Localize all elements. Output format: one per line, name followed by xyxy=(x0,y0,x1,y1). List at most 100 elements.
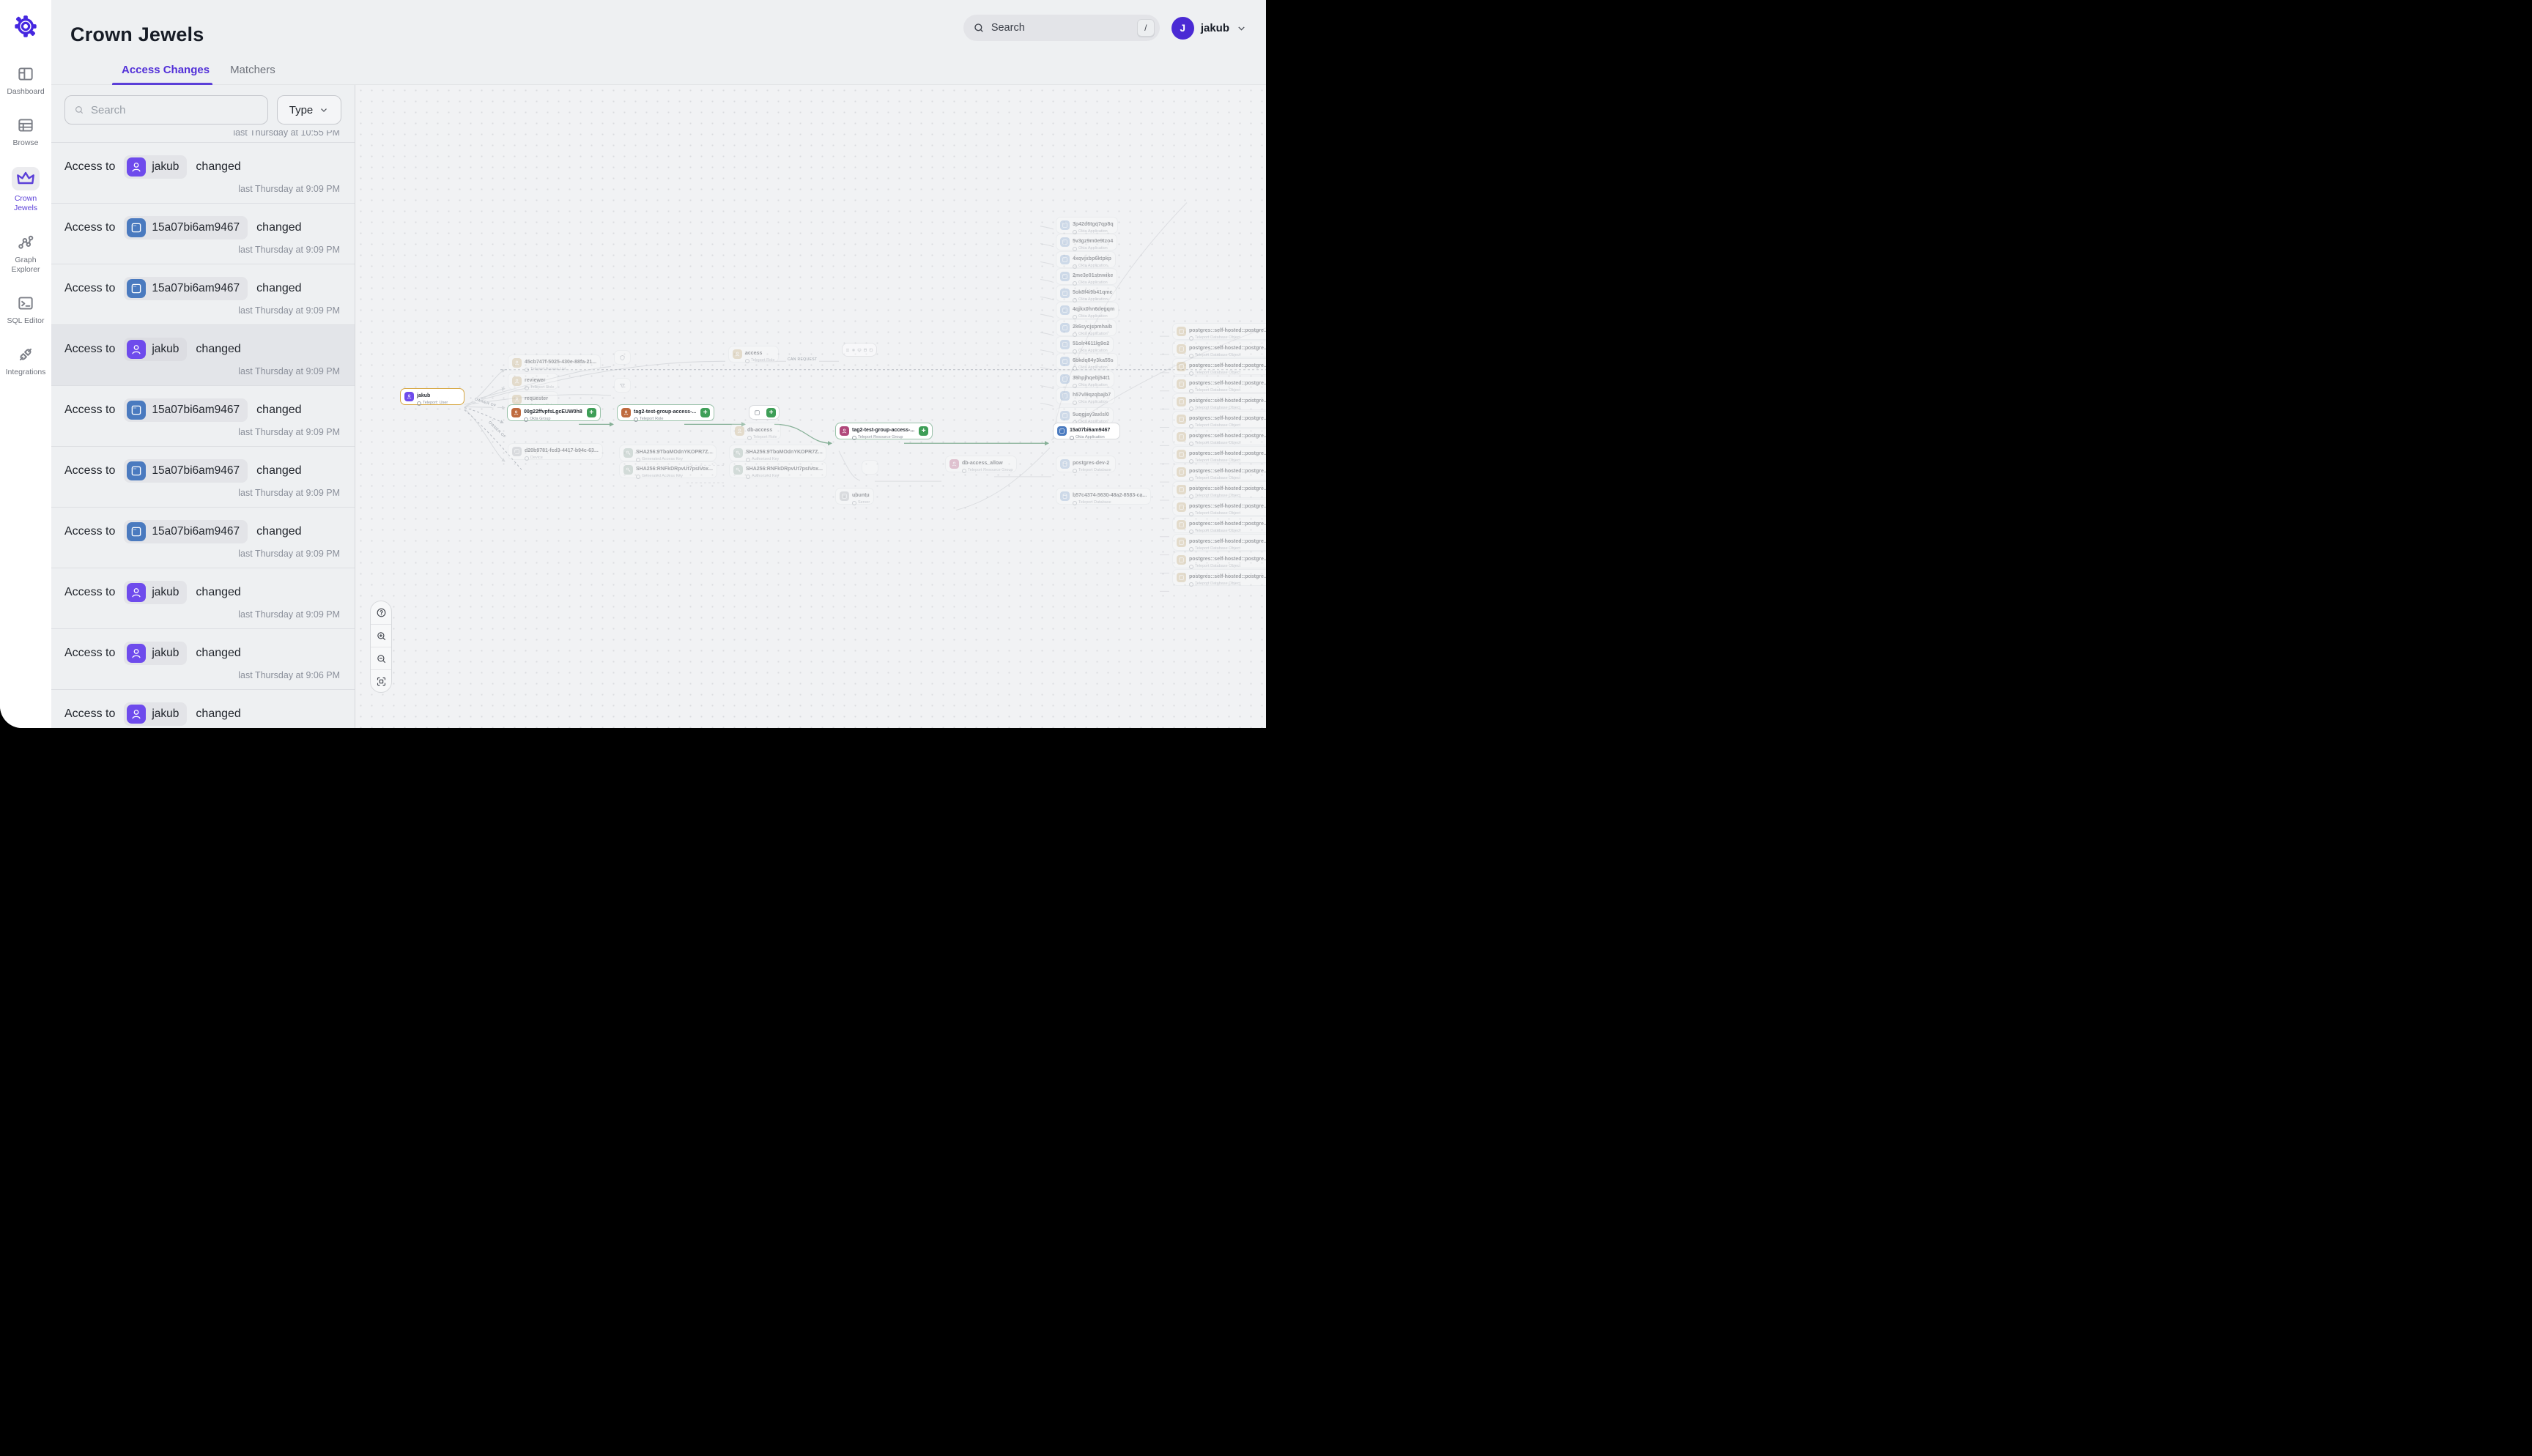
subject-chip[interactable]: jakub xyxy=(124,155,188,179)
global-search-input[interactable]: Search / xyxy=(963,15,1160,41)
graph-junction-node[interactable] xyxy=(862,460,878,475)
expand-plus-button[interactable]: + xyxy=(700,408,711,417)
graph-node[interactable]: 4xqvjxbp6ktpkp Okta Application xyxy=(1056,251,1116,268)
zoom-out-button[interactable] xyxy=(371,647,391,669)
help-button[interactable] xyxy=(371,601,391,624)
access-graph-canvas[interactable]: OWNER OF OWNER OF CAN REQUEST jakub Tele… xyxy=(355,85,1266,728)
subject-name: 15a07bi6am9467 xyxy=(152,221,240,234)
graph-node[interactable]: 00g22ffvpfsLgcEUW0h8 Okta Group + xyxy=(507,404,601,421)
list-search-input[interactable]: Search xyxy=(64,95,268,125)
graph-node[interactable]: postgres::self-hosted::postgre... Telepo… xyxy=(1172,481,1266,498)
graph-node[interactable]: ubuntu Server xyxy=(835,488,875,505)
graph-node[interactable]: 45cb747f-5025-430e-88fa-21... Teleport A… xyxy=(508,354,601,371)
graph-node[interactable]: d20b9781-fcd3-4417-b94c-63... Device xyxy=(508,443,603,460)
graph-node[interactable]: access Teleport Role xyxy=(728,346,780,363)
graph-node[interactable]: postgres::self-hosted::postgre... Telepo… xyxy=(1172,358,1266,375)
graph-node[interactable]: postgres::self-hosted::postgre... Telepo… xyxy=(1172,464,1266,480)
zoom-in-button[interactable] xyxy=(371,624,391,647)
chevron-down-icon xyxy=(1236,23,1247,34)
sidebar-item-crown-jewels[interactable]: Crown Jewels xyxy=(2,167,49,213)
list-icon[interactable] xyxy=(845,348,850,352)
fit-view-button[interactable] xyxy=(371,669,391,692)
subject-chip[interactable]: 15a07bi6am9467 xyxy=(124,520,248,543)
subject-chip[interactable]: jakub xyxy=(124,338,188,361)
subject-chip[interactable]: 15a07bi6am9467 xyxy=(124,277,248,300)
graph-node[interactable]: postgres::self-hosted::postgre... Telepo… xyxy=(1172,411,1266,428)
graph-node[interactable]: tag2-test-group-access-... Teleport Reso… xyxy=(835,423,933,439)
sidebar-item-dashboard[interactable]: Dashboard xyxy=(2,64,49,97)
subject-chip[interactable]: jakub xyxy=(124,702,188,726)
access-change-row[interactable]: Access to jakub changed last Thursday at… xyxy=(51,628,355,689)
sidebar-item-integrations[interactable]: Integrations xyxy=(2,345,49,377)
graph-node[interactable]: 2me3e01stnwike Okta Application xyxy=(1056,268,1118,285)
expand-plus-button[interactable]: + xyxy=(919,426,929,436)
database-icon[interactable] xyxy=(863,348,867,352)
graph-junction-node[interactable] xyxy=(614,350,631,365)
graph-node[interactable]: postgres::self-hosted::postgre... Telepo… xyxy=(1172,569,1266,586)
graph-node[interactable]: 4qjkx0hn6degqm Okta Application xyxy=(1056,302,1119,319)
subject-chip[interactable]: 15a07bi6am9467 xyxy=(124,216,248,239)
graph-node[interactable]: 3p42d6tgq7qp8q Okta Application xyxy=(1056,217,1118,234)
graph-node[interactable]: postgres::self-hosted::postgre... Telepo… xyxy=(1172,534,1266,551)
subject-chip[interactable]: jakub xyxy=(124,581,188,604)
tab-access-changes[interactable]: Access Changes xyxy=(111,58,220,85)
graph-node[interactable]: b57c4374-5630-48a2-8583-ca... Teleport D… xyxy=(1056,488,1152,505)
graph-node[interactable]: tag2-test-group-access-... Teleport Role… xyxy=(617,404,715,421)
graph-node[interactable]: SHA256:RNFkDRpvUt7psIVox... Generated Ac… xyxy=(619,461,717,478)
graph-node[interactable]: SHA256:9TboMOdnYKOPR7Z... Generated Acce… xyxy=(619,445,717,461)
access-change-row[interactable]: Access to 15a07bi6am9467 changed last Th… xyxy=(51,264,355,324)
graph-node[interactable]: 2k6sycjspmhaib Okta Application xyxy=(1056,319,1117,336)
graph-node[interactable]: 5ok8f4i9b41qmc Okta Application xyxy=(1056,285,1117,302)
sidebar-item-browse[interactable]: Browse xyxy=(2,116,49,148)
graph-node[interactable]: jakub Teleport: User xyxy=(400,388,464,405)
sidebar-item-sql-editor[interactable]: SQL Editor xyxy=(2,294,49,326)
graph-node[interactable]: SHA256:9TboMOdnYKOPR7Z... Authorized Key xyxy=(729,445,827,461)
graph-node[interactable]: postgres::self-hosted::postgre... Telepo… xyxy=(1172,376,1266,393)
sidebar-item-graph-explorer[interactable]: Graph Explorer xyxy=(2,233,49,275)
node-type-filter-toolbar[interactable] xyxy=(842,343,877,357)
graph-node[interactable]: 6bkdq84y3ka55s Okta Application xyxy=(1056,353,1118,370)
graph-junction-node[interactable] xyxy=(614,378,631,393)
access-change-row[interactable]: Access to 15a07bi6am9467 changed last Th… xyxy=(51,507,355,568)
access-change-row[interactable]: Access to 15a07bi6am9467 changed last Th… xyxy=(51,446,355,507)
subject-chip[interactable]: jakub xyxy=(124,642,188,665)
graph-node[interactable]: 15a07bi6am9467 Okta Application xyxy=(1053,423,1120,439)
graph-node[interactable]: postgres::self-hosted::postgre... Telepo… xyxy=(1172,551,1266,568)
clipped-list-item[interactable]: last Thursday at 10:55 PM xyxy=(51,130,355,142)
graph-node[interactable]: 5v3gz9m0e9tzo4 Okta Application xyxy=(1056,234,1118,250)
access-change-row[interactable]: Access to jakub changed last Thursday at… xyxy=(51,568,355,628)
graph-node[interactable]: 36hpjhqebj54t1 Okta Application xyxy=(1056,371,1114,387)
sidebar: Dashboard Browse Crown Jewels Graph Expl… xyxy=(0,0,51,728)
graph-junction-node[interactable]: + xyxy=(749,405,780,420)
graph-node[interactable]: postgres::self-hosted::postgre... Telepo… xyxy=(1172,428,1266,445)
graph-node[interactable]: postgres::self-hosted::postgre... Telepo… xyxy=(1172,499,1266,516)
expand-plus-button[interactable]: + xyxy=(766,407,776,417)
subject-chip[interactable]: 15a07bi6am9467 xyxy=(124,398,248,422)
graph-node[interactable]: h57vl9qzqbajb7 Okta Application xyxy=(1056,387,1116,404)
graph-node[interactable]: db-access Teleport Role xyxy=(730,423,782,439)
access-change-row[interactable]: Access to jakub changed xyxy=(51,689,355,728)
access-change-row[interactable]: Access to 15a07bi6am9467 changed last Th… xyxy=(51,385,355,446)
subject-chip[interactable]: 15a07bi6am9467 xyxy=(124,459,248,483)
expand-plus-button[interactable]: + xyxy=(586,408,596,417)
graph-node[interactable]: postgres::self-hosted::postgre... Telepo… xyxy=(1172,323,1266,340)
graph-node[interactable]: postgres::self-hosted::postgre... Telepo… xyxy=(1172,446,1266,463)
graph-node[interactable]: postgres-dev-2 Teleport Database xyxy=(1056,456,1116,472)
graph-node[interactable]: postgres::self-hosted::postgre... Telepo… xyxy=(1172,341,1266,357)
tab-matchers[interactable]: Matchers xyxy=(230,64,275,76)
access-change-row[interactable]: Access to jakub changed last Thursday at… xyxy=(51,142,355,203)
access-change-row[interactable]: Access to 15a07bi6am9467 changed last Th… xyxy=(51,203,355,264)
access-change-row[interactable]: Access to jakub changed last Thursday at… xyxy=(51,324,355,385)
graph-node[interactable]: 51olr4611lg9o2 Okta Application xyxy=(1056,336,1114,353)
monitor-icon[interactable] xyxy=(857,348,862,352)
app-logo-gear-icon[interactable] xyxy=(12,13,39,40)
graph-node[interactable]: postgres::self-hosted::postgre... Telepo… xyxy=(1172,393,1266,410)
type-filter-dropdown[interactable]: Type xyxy=(277,95,341,125)
graph-node[interactable]: SHA256:RNFkDRpvUt7psIVox... Authorized K… xyxy=(729,461,827,478)
user-menu[interactable]: J jakub xyxy=(1171,16,1247,40)
graph-node[interactable]: reviewer Teleport Role xyxy=(508,373,559,390)
asterisk-icon[interactable] xyxy=(851,348,856,352)
window-icon[interactable] xyxy=(869,348,873,352)
graph-node[interactable]: db-access_allow Teleport Resource Group xyxy=(945,456,1018,472)
graph-node[interactable]: postgres::self-hosted::postgre... Telepo… xyxy=(1172,516,1266,533)
